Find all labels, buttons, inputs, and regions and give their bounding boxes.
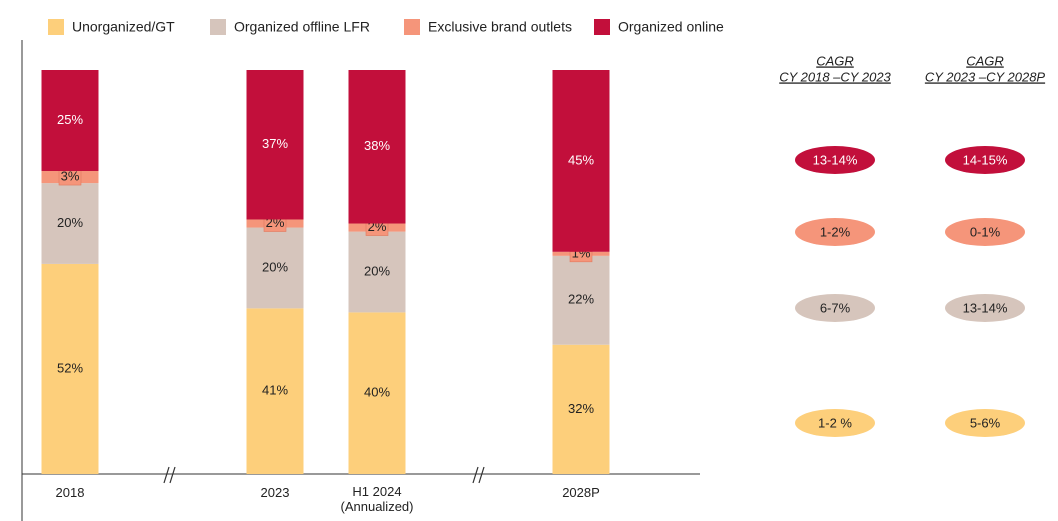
value-label: 20% xyxy=(57,215,83,230)
legend-label: Exclusive brand outlets xyxy=(428,19,572,35)
cagr-pill xyxy=(945,146,1025,174)
cagr-period: CY 2018 –CY 2023 xyxy=(779,69,891,84)
bar-segment xyxy=(246,70,304,220)
cagr-title: CAGR xyxy=(816,53,854,68)
value-label: 41% xyxy=(262,383,288,398)
value-label: 40% xyxy=(364,385,390,400)
legend-swatch xyxy=(404,19,420,35)
x-tick-label: 2028P xyxy=(562,485,600,500)
cagr-value: 14-15% xyxy=(963,152,1008,167)
value-label: 20% xyxy=(364,263,390,278)
cagr-value: 6-7% xyxy=(820,300,851,315)
cagr-title: CAGR xyxy=(966,53,1004,68)
cagr-value: 0-1% xyxy=(970,224,1001,239)
bar-segment xyxy=(246,308,304,474)
bar-segment xyxy=(41,70,99,171)
bar-segment xyxy=(552,70,610,252)
legend-swatch xyxy=(210,19,226,35)
bar-segment xyxy=(41,263,99,474)
cagr-pill xyxy=(945,294,1025,322)
value-label: 20% xyxy=(262,259,288,274)
legend-label: Unorganized/GT xyxy=(72,19,175,35)
cagr-pill xyxy=(945,409,1025,437)
cagr-value: 5-6% xyxy=(970,415,1001,430)
x-tick-label: 2023 xyxy=(260,485,290,500)
value-label: 32% xyxy=(568,401,594,416)
cagr-pill xyxy=(795,294,875,322)
bar-segment xyxy=(552,344,610,474)
x-tick-label: 2018 xyxy=(55,485,85,500)
bar-segment xyxy=(348,231,406,313)
cagr-pill xyxy=(795,409,875,437)
cagr-pill xyxy=(795,218,875,246)
cagr-pill xyxy=(795,146,875,174)
value-label: 37% xyxy=(262,136,288,151)
cagr-value: 1-2 % xyxy=(818,415,852,430)
value-label: 52% xyxy=(57,360,83,375)
legend-label: Organized offline LFR xyxy=(234,19,370,35)
value-label: 38% xyxy=(364,138,390,153)
value-label: 25% xyxy=(57,112,83,127)
cagr-period: CY 2023 –CY 2028P xyxy=(925,69,1046,84)
value-label: 45% xyxy=(568,152,594,167)
legend-swatch xyxy=(594,19,610,35)
x-tick-label: H1 2024 (Annualized) xyxy=(340,484,414,514)
value-label: 3% xyxy=(61,168,80,183)
bar-segment xyxy=(41,183,99,264)
cagr-value: 13-14% xyxy=(813,152,858,167)
cagr-pill xyxy=(945,218,1025,246)
cagr-value: 13-14% xyxy=(963,300,1008,315)
bar-segment xyxy=(246,227,304,309)
axis-break xyxy=(163,466,485,484)
cagr-value: 1-2% xyxy=(820,224,851,239)
legend-swatch xyxy=(48,19,64,35)
bar-segment xyxy=(348,70,406,224)
value-label: 22% xyxy=(568,292,594,307)
bar-segment xyxy=(552,255,610,345)
bar-segment xyxy=(348,312,406,474)
legend-label: Organized online xyxy=(618,19,724,35)
